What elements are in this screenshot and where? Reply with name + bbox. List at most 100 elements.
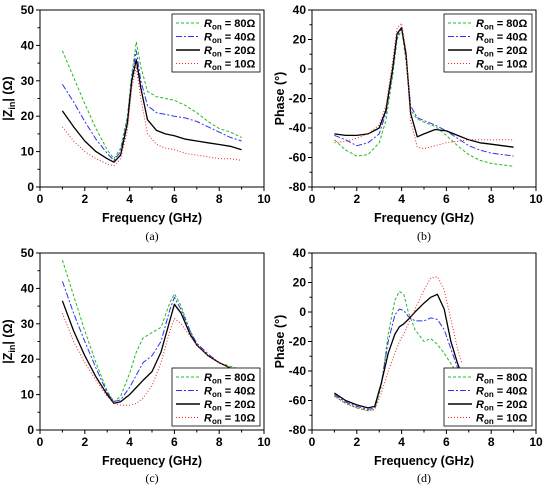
legend-r-eq: = (222, 59, 235, 71)
y-tick-label: 20 (293, 33, 307, 47)
legend-r-value: 80Ω (506, 372, 527, 384)
x-tick-label: 6 (171, 192, 178, 206)
x-tick-label: 2 (81, 192, 88, 206)
x-tick-label: 10 (257, 435, 271, 449)
y-tick-label: 0 (299, 62, 306, 76)
series-line-80 (61, 41, 242, 160)
legend-r-eq: = (222, 399, 235, 411)
legend-r-subscript: on (484, 404, 494, 413)
x-tick-label: 8 (216, 435, 223, 449)
legend-r-symbol: R (204, 372, 212, 384)
legend-r-symbol: R (204, 399, 212, 411)
legend-entry-label: Ron = 20Ω (476, 45, 528, 59)
y-axis-label-sub: in (7, 102, 17, 110)
y-tick-label: -20 (289, 335, 307, 349)
x-tick-label: 10 (529, 435, 543, 449)
series-line-20 (334, 27, 514, 148)
legend-r-symbol: R (204, 59, 212, 71)
y-axis-label-main: |Z (1, 109, 15, 120)
y-tick-label: 30 (21, 317, 35, 331)
legend-entry-label: Ron = 40Ω (204, 32, 256, 46)
y-tick-label: 10 (21, 145, 35, 159)
legend-r-symbol: R (476, 18, 484, 30)
x-tick-label: 6 (171, 435, 178, 449)
legend-r-symbol: R (476, 32, 484, 44)
panel-caption: (a) (145, 229, 158, 243)
y-axis-label: Phase (°) (273, 315, 287, 369)
y-axis-label: Phase (°) (273, 72, 287, 126)
legend-r-eq: = (222, 32, 235, 44)
plot-frame (311, 252, 537, 431)
legend-r-eq: = (222, 386, 235, 398)
y-tick-label: -40 (289, 121, 307, 135)
legend-r-value: 80Ω (234, 372, 255, 384)
legend-r-eq: = (494, 18, 507, 30)
legend-r-value: 10Ω (234, 59, 255, 71)
legend-r-subscript: on (212, 404, 222, 413)
legend-box (171, 13, 261, 73)
legend-entry-label: Ron = 10Ω (204, 413, 256, 427)
legend-entry-label: Ron = 10Ω (204, 59, 256, 73)
plot-frame (39, 252, 265, 431)
legend-r-eq: = (222, 413, 235, 425)
series-line-10 (61, 313, 242, 406)
legend-entry-label: Ron = 20Ω (476, 399, 528, 413)
legend-r-eq: = (494, 59, 507, 71)
legend-r-subscript: on (484, 36, 494, 45)
legend-r-value: 20Ω (506, 399, 527, 411)
legend-entry-label: Ron = 10Ω (476, 59, 528, 73)
legend-r-eq: = (494, 372, 507, 384)
y-tick-label: 40 (293, 3, 307, 17)
y-tick-label: -80 (289, 423, 307, 437)
legend-r-subscript: on (212, 63, 222, 72)
y-axis-label-main: |Z (1, 352, 15, 363)
series-line-40 (334, 308, 463, 410)
legend-r-subscript: on (212, 390, 222, 399)
legend-r-symbol: R (476, 386, 484, 398)
x-axis-label: Frequency (GHz) (374, 454, 474, 468)
legend-r-subscript: on (484, 50, 494, 59)
x-tick-label: 4 (398, 192, 405, 206)
chart-panel-c: 0 2 4 6 8 10 0 10 20 30 40 50 Frequency (GHz) |Zin| (… (1, 246, 271, 485)
legend-r-subscript: on (484, 417, 494, 426)
x-axis-label: Frequency (GHz) (102, 211, 202, 225)
x-tick-label: 10 (257, 192, 271, 206)
series-line-20 (334, 293, 463, 409)
legend-r-value: 40Ω (506, 32, 527, 44)
x-tick-label: 6 (443, 192, 450, 206)
plot-frame (311, 9, 537, 188)
y-axis-label: |Zin| (Ω) (1, 76, 17, 120)
plot-frame (39, 9, 265, 188)
y-axis-label: |Zin| (Ω) (1, 319, 17, 363)
legend-r-eq: = (494, 386, 507, 398)
legend-r-value: 40Ω (234, 386, 255, 398)
panel-caption: (d) (417, 471, 431, 485)
x-tick-label: 2 (353, 192, 360, 206)
y-tick-label: 40 (293, 246, 307, 260)
legend-box (443, 367, 533, 427)
legend-r-subscript: on (484, 23, 494, 32)
legend-entry-label: Ron = 80Ω (476, 372, 528, 386)
legend-r-eq: = (222, 18, 235, 30)
legend-r-subscript: on (212, 377, 222, 386)
legend-r-value: 80Ω (234, 18, 255, 30)
y-axis-label-tail: | (Ω) (1, 76, 15, 101)
legend-r-subscript: on (484, 390, 494, 399)
legend-r-subscript: on (212, 50, 222, 59)
x-tick-label: 4 (398, 435, 405, 449)
chart-panel-a: 0 2 4 6 8 10 0 10 20 30 40 50 Frequency (GHz) |Zin| (… (1, 3, 271, 243)
y-tick-label: -60 (289, 394, 307, 408)
x-tick-label: 8 (216, 192, 223, 206)
legend-r-subscript: on (212, 23, 222, 32)
x-tick-label: 0 (309, 192, 316, 206)
legend-r-symbol: R (476, 59, 484, 71)
y-tick-label: -20 (289, 92, 307, 106)
y-tick-label: 50 (21, 3, 35, 17)
legend-entry-label: Ron = 40Ω (476, 386, 528, 400)
series-line-10 (334, 22, 514, 150)
y-tick-label: 40 (21, 38, 35, 52)
y-tick-label: 30 (21, 74, 35, 88)
x-axis-label: Frequency (GHz) (374, 211, 474, 225)
legend-r-symbol: R (204, 18, 212, 30)
